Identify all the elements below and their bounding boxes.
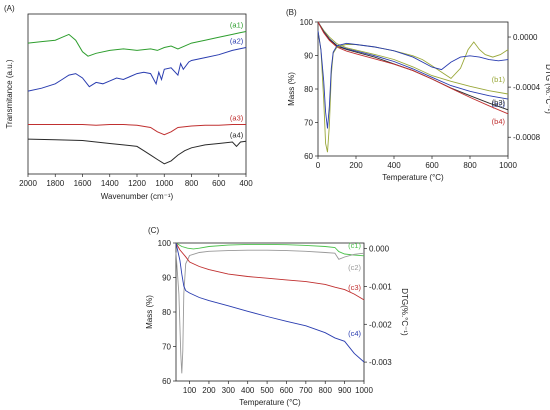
y-tick-label: 90 (162, 274, 171, 283)
series-line-b1 (317, 21, 509, 95)
series-line-a3 (28, 124, 246, 136)
y2-tick-label: -0.002 (369, 320, 392, 329)
x-tick-label: 800 (463, 161, 477, 170)
y-axis-label: Mass (%) (287, 72, 296, 106)
x-tick-label: 600 (212, 179, 226, 188)
y-tick-label: 100 (300, 18, 314, 27)
series-line-c1 (175, 242, 365, 257)
series-line-a1 (27, 31, 247, 57)
x-axis-label: Temperature (°C) (382, 173, 444, 182)
legend-label: (c1) (348, 241, 361, 250)
y2-tick-label: 0.0000 (513, 33, 538, 42)
x-tick-label: 100 (183, 386, 197, 395)
x-tick-label: 2000 (19, 179, 37, 188)
series-line-a4 (27, 138, 247, 165)
x-tick-label: 1600 (74, 179, 92, 188)
panel-b: (B) 0 200 400 600 800 1000 60 70 80 90 100 0.0000 -0.… (286, 8, 550, 182)
y-tick-label: 90 (304, 52, 313, 61)
panel-c: (C) 100 200 300 400 500 600 700 800 900 1000 60 70 80… (145, 226, 409, 407)
legend-label: (b1) (492, 75, 506, 84)
y-axis-label: Mass (%) (145, 295, 154, 329)
panel-b-label: (B) (286, 8, 297, 17)
x-axis-label: Wavenumber (cm⁻¹) (101, 192, 174, 201)
series-line-c2 (175, 249, 365, 374)
x-tick-label: 700 (299, 386, 313, 395)
panel-a: (A) 2000 1800 1600 1400 1200 1000 800 600 400 Wave… (4, 4, 253, 201)
x-tick-label: 1000 (499, 161, 517, 170)
x-tick-label: 400 (387, 161, 401, 170)
y2-tick-label: 0.000 (369, 245, 390, 254)
x-tick-label: 0 (316, 161, 321, 170)
x-tick-label: 1400 (101, 179, 119, 188)
x-tick-label: 400 (241, 386, 255, 395)
legend-label: (c3) (348, 283, 361, 292)
legend-label: (a1) (230, 20, 244, 29)
x-tick-label: 300 (222, 386, 236, 395)
series-line-c4 (175, 242, 365, 363)
x-tick-label: 500 (260, 386, 274, 395)
y2-tick-label: -0.0008 (513, 133, 541, 142)
y-tick-label: 60 (304, 152, 313, 161)
x-tick-label: 600 (280, 386, 294, 395)
series-line-dtg-4 (317, 30, 509, 153)
panel-b-frame (317, 21, 509, 157)
y2-tick-label: -0.003 (369, 358, 392, 367)
y-tick-label: 70 (304, 119, 313, 128)
series-line-a2 (27, 47, 247, 92)
y-tick-label: 70 (162, 343, 171, 352)
legend-label: (b3) (492, 98, 506, 107)
panel-c-label: (C) (148, 226, 159, 235)
series-line-c3 (175, 242, 365, 301)
x-tick-label: 800 (319, 386, 333, 395)
series-line-b2 (317, 21, 509, 100)
x-tick-label: 1000 (355, 386, 373, 395)
y-tick-label: 60 (162, 377, 171, 386)
x-tick-label: 600 (425, 161, 439, 170)
legend-label: (b2) (492, 100, 506, 109)
x-tick-label: 900 (338, 386, 352, 395)
y-tick-label: 100 (158, 239, 172, 248)
panel-c-frame (175, 242, 365, 382)
y2-axis-label: DTG(%.°C⁻¹) (400, 288, 409, 336)
x-tick-label: 200 (349, 161, 363, 170)
legend-label: (a4) (230, 130, 244, 139)
x-tick-label: 200 (202, 386, 216, 395)
x-tick-label: 1200 (128, 179, 146, 188)
series-line-b4 (317, 21, 509, 115)
legend-label: (a3) (230, 114, 244, 123)
legend-label: (a2) (230, 36, 244, 45)
panel-a-label: (A) (4, 4, 15, 13)
x-axis-label: Temperature (°C) (239, 398, 301, 407)
series-line-b3 (317, 21, 509, 111)
x-tick-label: 400 (239, 179, 253, 188)
series-line-dtg-5 (317, 30, 509, 129)
legend-label: (b4) (492, 117, 506, 126)
x-tick-label: 800 (185, 179, 199, 188)
y-axis-label: Transmitance (a.u.) (5, 59, 14, 128)
y2-axis-label: DTG (%.°C⁻¹) (544, 64, 550, 114)
x-tick-label: 1000 (155, 179, 173, 188)
legend-label: (c2) (348, 263, 361, 272)
y2-tick-label: -0.001 (369, 282, 392, 291)
y-tick-label: 80 (304, 85, 313, 94)
legend-label: (c4) (348, 329, 361, 338)
x-tick-label: 1800 (46, 179, 64, 188)
y-tick-label: 80 (162, 308, 171, 317)
y2-tick-label: -0.0004 (513, 83, 541, 92)
